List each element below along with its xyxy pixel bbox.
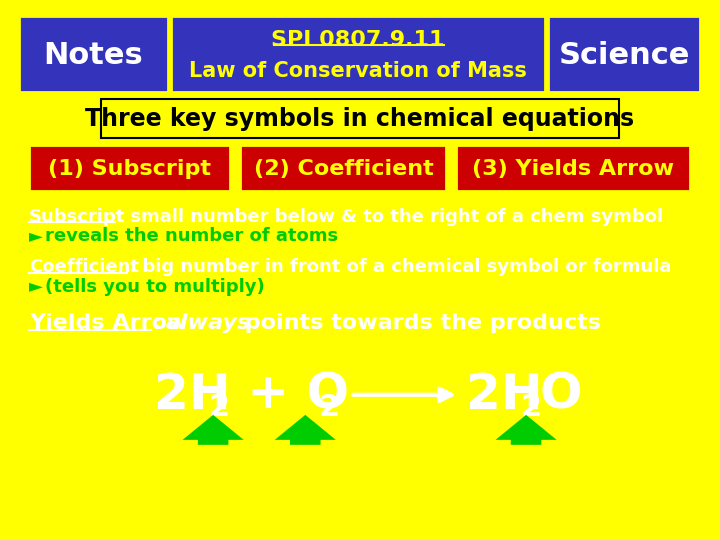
FancyBboxPatch shape [548, 16, 700, 92]
Text: Three key symbols in chemical equations: Three key symbols in chemical equations [86, 107, 634, 131]
Text: (2) Coefficient: (2) Coefficient [254, 159, 433, 179]
Text: 2: 2 [521, 393, 541, 422]
Text: SPI 0807.9.11: SPI 0807.9.11 [271, 30, 445, 50]
Text: (3) Yields Arrow: (3) Yields Arrow [472, 159, 674, 179]
Text: Law of Conservation of Mass: Law of Conservation of Mass [189, 61, 527, 82]
Text: : big number in front of a chemical symbol or formula: : big number in front of a chemical symb… [129, 259, 671, 276]
Text: 2: 2 [208, 393, 230, 422]
Text: O: O [539, 371, 582, 419]
FancyBboxPatch shape [171, 16, 545, 92]
Text: 2H: 2H [466, 371, 542, 419]
FancyBboxPatch shape [29, 145, 230, 191]
FancyBboxPatch shape [101, 99, 619, 138]
Text: : small number below & to the right of a chem symbol: : small number below & to the right of a… [117, 207, 663, 226]
Text: Notes: Notes [43, 42, 143, 70]
Text: 2: 2 [319, 393, 340, 422]
Text: (tells you to multiply): (tells you to multiply) [45, 278, 265, 296]
Text: + O: + O [230, 371, 349, 419]
Text: ►: ► [29, 278, 42, 296]
Text: reveals the number of atoms: reveals the number of atoms [45, 227, 338, 245]
Text: 2H: 2H [153, 371, 230, 419]
Text: always: always [166, 313, 251, 333]
Text: ►: ► [29, 227, 42, 245]
Text: Science: Science [558, 42, 690, 70]
FancyBboxPatch shape [456, 145, 690, 191]
Text: (1) Subscript: (1) Subscript [48, 159, 211, 179]
Text: Coefficient: Coefficient [29, 259, 139, 276]
Text: points towards the products: points towards the products [237, 313, 601, 333]
Text: :: : [153, 313, 169, 333]
FancyBboxPatch shape [19, 16, 168, 92]
Text: Subscript: Subscript [29, 207, 125, 226]
FancyBboxPatch shape [240, 145, 446, 191]
Text: Yields Arrow: Yields Arrow [29, 313, 187, 333]
